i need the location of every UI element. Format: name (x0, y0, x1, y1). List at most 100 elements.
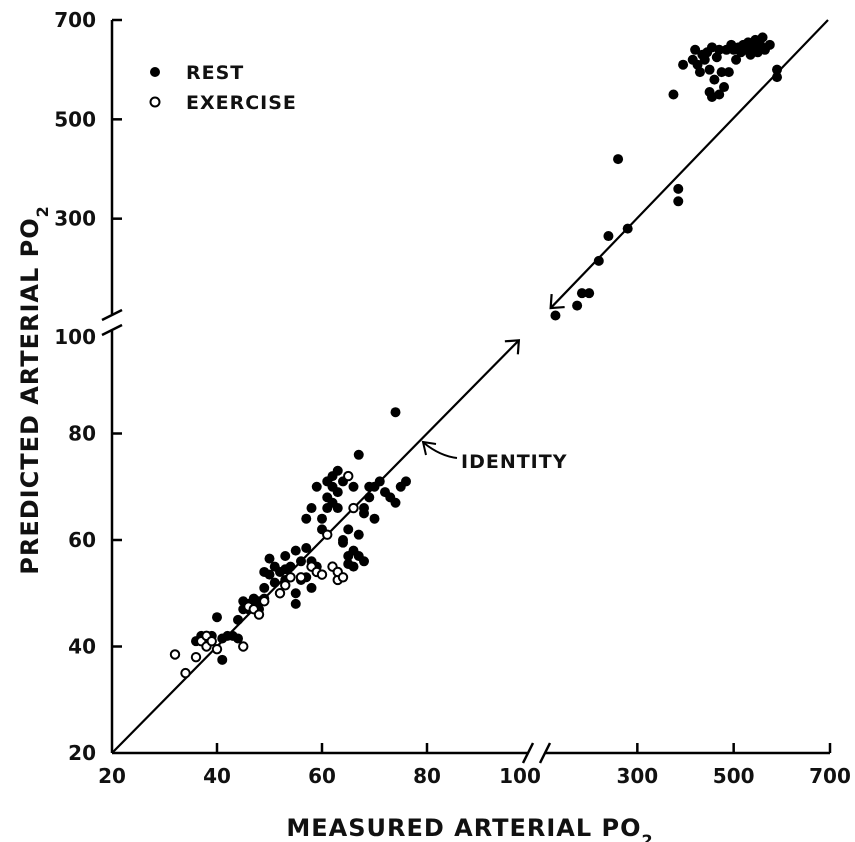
identity-line: IDENTITY (111, 19, 829, 754)
rest-point (259, 582, 270, 593)
rest-point (353, 529, 364, 540)
rest-point (233, 614, 243, 625)
rest-point (233, 633, 243, 644)
rest-point (716, 67, 727, 78)
exercise-point (206, 635, 217, 647)
exercise-point (211, 643, 223, 655)
rest-point (723, 67, 734, 78)
exercise-point (295, 572, 307, 583)
rest-point (264, 569, 275, 580)
y-axis-break-mark (101, 308, 123, 322)
exercise-point (280, 580, 291, 591)
rest-point (353, 449, 364, 460)
rest-point (348, 481, 359, 492)
y-tick-label: 40 (68, 635, 96, 659)
identity-line-lower (111, 339, 520, 754)
identity-arrowhead-lower (504, 339, 521, 355)
x-tick-label: 700 (809, 764, 851, 788)
y-tick-label: 300 (54, 207, 96, 231)
x-tick-label: 80 (413, 764, 441, 788)
rest-point (290, 598, 301, 609)
exercise-point (316, 569, 328, 580)
rest-point (301, 542, 312, 553)
rest-point (290, 588, 301, 599)
rest-point (593, 255, 604, 266)
rest-point (719, 82, 730, 93)
rest-point (603, 231, 614, 242)
exercise-point (169, 649, 181, 660)
x-tick-label: 60 (308, 764, 336, 788)
rest-point (673, 196, 684, 207)
rest-point (264, 553, 275, 564)
rest-point (296, 556, 306, 567)
rest-point (576, 288, 587, 299)
rest-point (359, 556, 369, 567)
exercise-point (343, 470, 354, 482)
x-tick-label: 300 (616, 764, 658, 788)
x-tick-label: 100 (499, 764, 541, 788)
y-tick-label: 80 (68, 422, 96, 446)
data-points (169, 32, 783, 679)
x-axis-break-mark (521, 742, 535, 764)
rest-point (401, 476, 411, 487)
x-tick-label: 20 (98, 764, 126, 788)
x-axis-title: MEASURED ARTERIAL PO2 (286, 814, 653, 842)
y-tick-label: 700 (54, 8, 96, 32)
axes (101, 20, 830, 764)
x-axis-break-mark (538, 742, 552, 764)
rest-point (317, 513, 327, 524)
rest-point (772, 64, 783, 75)
rest-point (217, 654, 228, 665)
ticks: 20 40 60 80 100 300 500 700 20 40 60 80 100 300 500 700 (54, 8, 851, 788)
rest-point (390, 497, 401, 508)
rest-point (668, 89, 679, 100)
rest-point (764, 39, 775, 50)
y-axis-title: PREDICTED ARTERIAL PO2 (16, 205, 52, 574)
rest-point (306, 582, 317, 593)
rest-point (290, 545, 301, 556)
rest-point (673, 183, 684, 194)
rest-point (694, 67, 705, 78)
rest-point (390, 407, 401, 418)
rest-point (690, 44, 701, 55)
rest-point (772, 72, 783, 83)
rest-point (714, 44, 725, 55)
exercise-point (180, 667, 191, 679)
rest-point (338, 537, 348, 548)
identity-arrowhead-upper (549, 293, 565, 310)
legend-exercise-label: EXERCISE (186, 92, 297, 114)
rest-point (332, 465, 343, 476)
rest-point (269, 577, 280, 588)
rest-point (709, 74, 720, 85)
y-tick-label: 500 (54, 107, 96, 131)
x-tick-label: 500 (713, 764, 755, 788)
y-tick-label: 20 (68, 741, 96, 765)
rest-point (374, 476, 385, 487)
rest-point (678, 59, 689, 70)
rest-point (332, 487, 343, 498)
rest-point (550, 310, 561, 321)
rest-point (714, 89, 725, 100)
rest-point (306, 503, 317, 514)
rest-point (364, 492, 375, 503)
legend-rest-label: REST (186, 62, 244, 84)
rest-point (301, 513, 312, 524)
rest-point (369, 513, 380, 524)
rest-point (359, 508, 369, 519)
exercise-point (274, 588, 286, 599)
exercise-point (253, 609, 265, 620)
exercise-point (190, 651, 202, 663)
exercise-point (285, 572, 296, 583)
legend-exercise-marker (149, 96, 161, 108)
rest-point (757, 32, 768, 43)
rest-point (348, 561, 359, 572)
rest-point (704, 64, 715, 75)
exercise-point (259, 596, 270, 607)
rest-point (572, 300, 583, 311)
rest-point (332, 503, 343, 514)
exercise-point (348, 502, 359, 514)
exercise-point (238, 641, 249, 652)
legend-rest-marker (150, 67, 160, 77)
y-tick-label: 60 (68, 528, 96, 552)
